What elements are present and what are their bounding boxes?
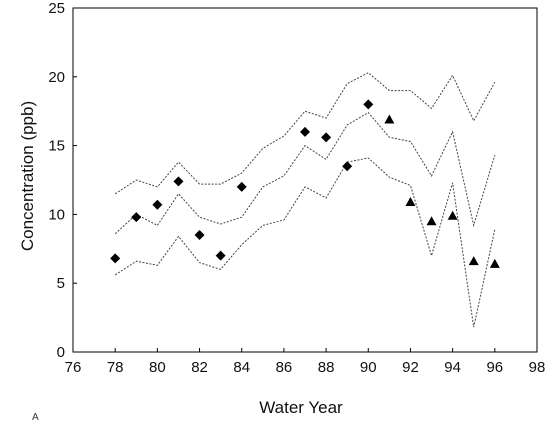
x-tick-label: 88 — [318, 359, 335, 376]
panel-label: A — [32, 412, 39, 423]
triangle-point — [384, 114, 395, 124]
x-tick-label: 90 — [360, 359, 377, 376]
y-axis-ticks: 0 5 10 15 20 25 — [48, 0, 77, 361]
x-axis-ticks: 76 78 80 82 84 86 88 90 92 94 96 98 — [65, 348, 546, 376]
x-tick-label: 98 — [529, 359, 546, 376]
y-tick-label: 15 — [48, 138, 65, 155]
x-tick-label: 78 — [107, 359, 124, 376]
x-tick-label: 92 — [402, 359, 419, 376]
diamond-point — [300, 126, 310, 137]
diamond-point — [173, 176, 184, 187]
triangle-point — [405, 197, 416, 207]
y-tick-label: 20 — [48, 69, 65, 86]
x-tick-label: 84 — [233, 359, 250, 376]
triangle-point — [426, 216, 437, 226]
diamond-point — [131, 212, 142, 223]
triangle-point — [447, 210, 458, 220]
y-tick-label: 25 — [48, 0, 65, 17]
triangle-point — [489, 258, 500, 268]
confidence-bands — [114, 72, 496, 328]
x-tick-label: 76 — [65, 359, 82, 376]
y-tick-label: 5 — [57, 275, 65, 292]
diamond-point — [236, 181, 247, 192]
lower-band-line — [114, 157, 496, 328]
diamond-point — [342, 161, 353, 172]
triangle-point — [468, 256, 479, 266]
x-tick-label: 96 — [486, 359, 503, 376]
diamond-point — [363, 99, 374, 110]
diamond-point — [194, 230, 205, 241]
y-tick-label: 0 — [57, 344, 65, 361]
diamond-point — [215, 250, 226, 261]
middle-band-line — [114, 111, 496, 235]
plot-frame — [72, 7, 538, 353]
y-axis-title: Concentration (ppb) — [18, 101, 37, 251]
x-axis-title: Water Year — [259, 398, 343, 417]
x-tick-label: 80 — [149, 359, 166, 376]
y-tick-label: 10 — [48, 206, 65, 223]
x-tick-label: 86 — [276, 359, 293, 376]
upper-band-line — [114, 72, 496, 195]
x-tick-label: 82 — [191, 359, 208, 376]
diamond-point — [321, 132, 332, 143]
data-points — [110, 99, 500, 268]
diamond-point — [110, 253, 121, 264]
x-tick-label: 94 — [444, 359, 461, 376]
diamond-point — [152, 199, 163, 210]
